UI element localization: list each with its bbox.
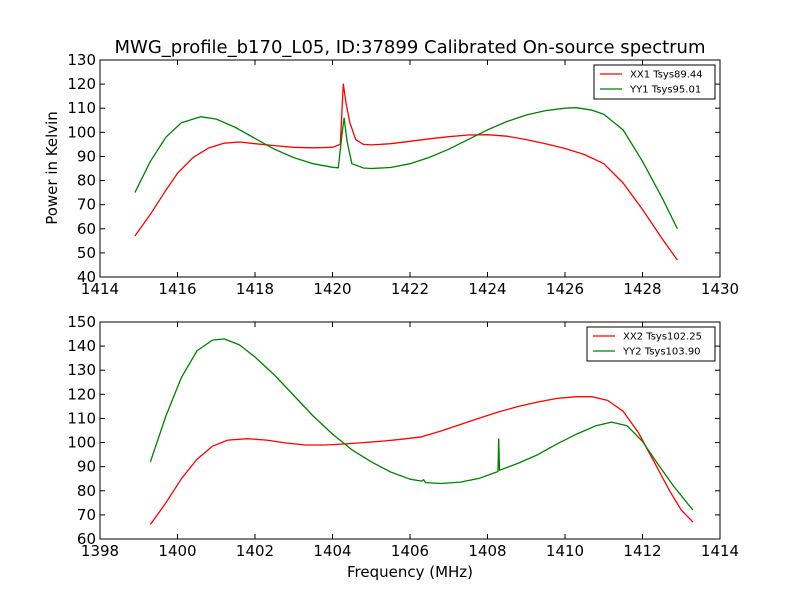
- top-x-tick-label: 1428: [623, 280, 661, 298]
- bottom-series: [149, 338, 694, 525]
- top-x-tick-label: 1422: [391, 280, 429, 298]
- top-ticks: 1414 1416 1418 1420 1422 1424 1426 1428 1430 40 50…: [67, 51, 739, 298]
- top-x-tick-label: 1426: [546, 280, 584, 298]
- bottom-x-tick-label: 1404: [313, 542, 351, 560]
- bottom-x-tick-label: 1402: [236, 542, 274, 560]
- top-series-line-1: [134, 83, 678, 261]
- bottom-y-tick-label: 70: [77, 506, 96, 524]
- bottom-y-tick-label: 140: [67, 337, 96, 355]
- bottom-y-tick-label: 60: [77, 530, 96, 548]
- top-legend-label-2: YY1 Tsys95.01: [629, 85, 701, 96]
- top-y-tick-label: 40: [77, 268, 96, 286]
- x-axis-label: Frequency (MHz): [347, 563, 473, 581]
- bottom-y-tick-label: 100: [67, 434, 96, 452]
- bottom-x-tick-label: 1398: [81, 542, 119, 560]
- bottom-series-line-1: [149, 396, 694, 525]
- bottom-y-tick-label: 90: [77, 458, 96, 476]
- bottom-legend-label-1: XX2 Tsys102.25: [623, 332, 702, 343]
- bottom-x-tick-label: 1410: [546, 542, 584, 560]
- bottom-panel: 1398 1400 1402 1404 1406 1408 1410 1412 1414 60 70…: [67, 313, 739, 581]
- top-x-tick-label: 1414: [81, 280, 119, 298]
- top-x-tick-label: 1430: [701, 280, 739, 298]
- top-series: [134, 83, 678, 261]
- top-legend-box: [593, 64, 716, 100]
- top-y-tick-label: 50: [77, 244, 96, 262]
- bottom-legend-box: [586, 326, 716, 362]
- top-y-tick-label: 90: [77, 147, 96, 165]
- bottom-series-line-2: [149, 338, 694, 511]
- bottom-y-tick-label: 80: [77, 482, 96, 500]
- top-y-tick-label: 100: [67, 123, 96, 141]
- bottom-y-tick-label: 120: [67, 385, 96, 403]
- bottom-legend-label-2: YY2 Tsys103.90: [622, 347, 701, 358]
- top-y-tick-label: 110: [67, 99, 96, 117]
- top-x-tick-label: 1416: [158, 280, 196, 298]
- top-y-axis-label: Power in Kelvin: [43, 111, 61, 225]
- top-x-tick-label: 1424: [468, 280, 506, 298]
- bottom-legend: XX2 Tsys102.25 YY2 Tsys103.90: [586, 326, 716, 362]
- bottom-x-tick-label: 1414: [701, 542, 739, 560]
- top-y-tick-label: 130: [67, 51, 96, 69]
- top-panel: 1414 1416 1418 1420 1422 1424 1426 1428 1430 40 50…: [43, 51, 739, 298]
- bottom-x-tick-label: 1408: [468, 542, 506, 560]
- bottom-x-tick-label: 1406: [391, 542, 429, 560]
- bottom-x-tick-label: 1412: [623, 542, 661, 560]
- top-y-tick-label: 60: [77, 220, 96, 238]
- top-y-tick-label: 80: [77, 172, 96, 190]
- bottom-ticks: 1398 1400 1402 1404 1406 1408 1410 1412 1414 60 70…: [67, 313, 739, 560]
- top-x-tick-label: 1420: [313, 280, 351, 298]
- bottom-y-tick-label: 150: [67, 313, 96, 331]
- figure-title: MWG_profile_b170_L05, ID:37899 Calibrate…: [115, 37, 706, 58]
- top-plot-frame: [99, 59, 721, 278]
- top-x-tick-label: 1418: [236, 280, 274, 298]
- bottom-y-tick-label: 110: [67, 409, 96, 427]
- bottom-plot-frame: [99, 321, 721, 540]
- bottom-y-tick-label: 130: [67, 361, 96, 379]
- top-legend-label-1: XX1 Tsys89.44: [630, 70, 703, 81]
- top-y-tick-label: 70: [77, 196, 96, 214]
- top-legend: XX1 Tsys89.44 YY1 Tsys95.01: [593, 64, 716, 100]
- top-series-line-2: [134, 107, 678, 230]
- bottom-x-tick-label: 1400: [158, 542, 196, 560]
- top-y-tick-label: 120: [67, 75, 96, 93]
